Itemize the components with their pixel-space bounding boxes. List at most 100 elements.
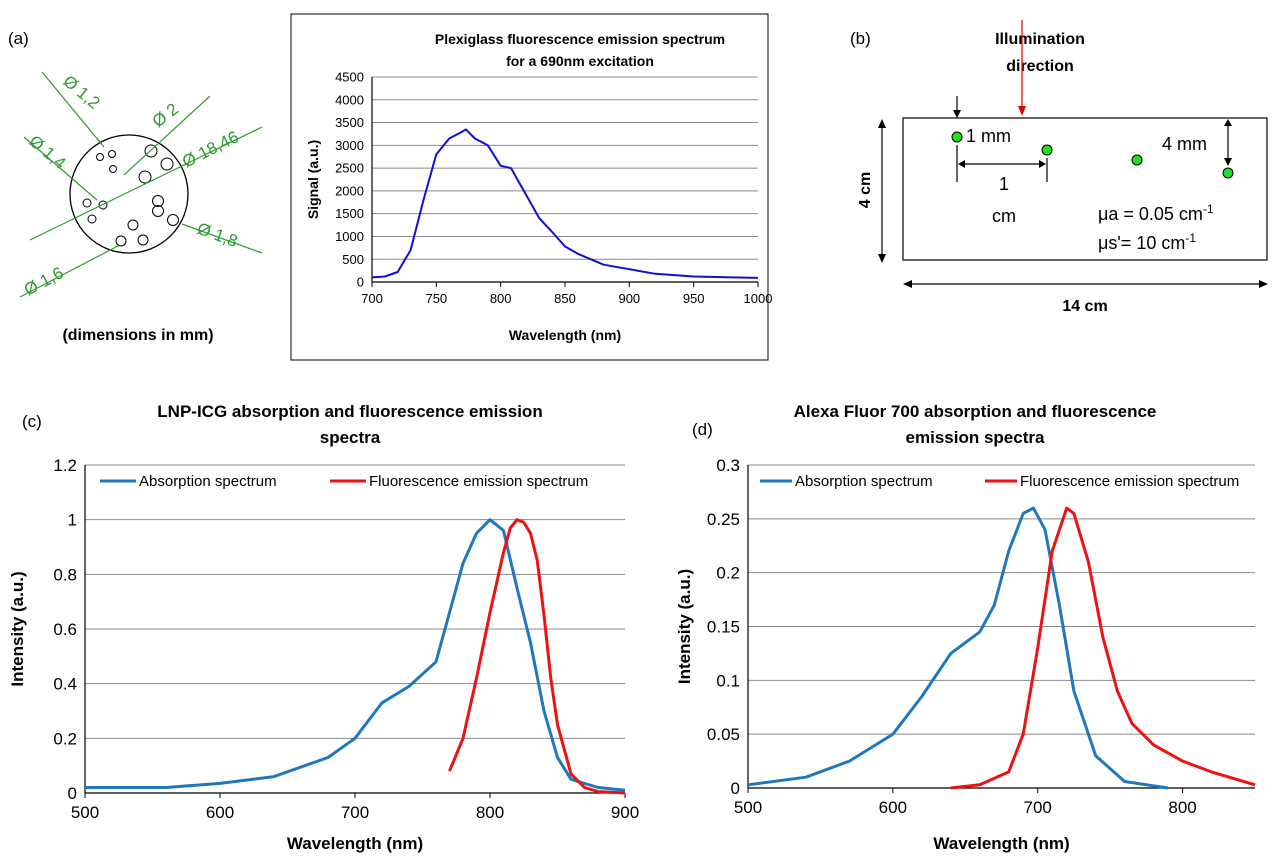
x-tick-label: 1000 — [744, 291, 773, 306]
legend-label: Absorption spectrum — [139, 473, 277, 490]
hole — [152, 205, 164, 217]
hole — [137, 234, 149, 246]
hole — [138, 170, 152, 184]
leader-line — [23, 136, 98, 201]
inclusion-marker — [1131, 154, 1143, 166]
legend-label: Absorption spectrum — [795, 473, 933, 490]
hole — [115, 235, 127, 247]
hole — [152, 195, 164, 207]
illumination-arrowhead — [1018, 106, 1026, 116]
y-tick-label: 0.2 — [716, 564, 740, 583]
hole — [109, 165, 117, 173]
plexiglass-chart: Plexiglass fluorescence emission spectru… — [290, 13, 773, 361]
x-tick-label: 900 — [611, 803, 639, 822]
leader-line — [19, 245, 119, 298]
diameter-label: Ø 1,4 — [25, 132, 69, 173]
dimension-leaders — [19, 71, 263, 298]
hole — [96, 153, 104, 161]
dimension-labels: Ø 1,2 Ø 2 Ø 1,4 Ø 18,46 Ø 1,6 Ø 1,8 — [21, 72, 242, 300]
y-tick-label: 4000 — [335, 92, 364, 107]
absorption-coefficient: μa = 0.05 cm-1 — [1098, 202, 1214, 224]
y-tick-label: 4500 — [335, 70, 364, 85]
panel-a: (a) Ø — [8, 29, 263, 344]
x-axis-label: Wavelength (nm) — [287, 834, 423, 853]
diameter-label: Ø 1,6 — [21, 263, 67, 299]
arrowhead — [1259, 280, 1268, 288]
y-axis-label: Intensity (a.u.) — [8, 571, 27, 686]
x-axis-label: Wavelength (nm) — [509, 327, 621, 343]
hole — [144, 144, 158, 158]
arrowhead — [953, 110, 961, 118]
x-tick-label: 800 — [490, 291, 512, 306]
y-tick-label: 0.6 — [53, 620, 77, 639]
arrowhead — [903, 280, 912, 288]
series-line-emission — [371, 128, 759, 279]
arrowhead — [878, 119, 886, 128]
chart-title: LNP-ICG absorption and fluorescence emis… — [157, 402, 542, 421]
spacing-label: 1 — [999, 174, 1009, 194]
scattering-coefficient: μs'= 10 cm-1 — [1098, 231, 1196, 253]
y-tick-label: 0.3 — [716, 456, 740, 475]
x-tick-label: 800 — [476, 803, 504, 822]
diameter-label: Ø 1,2 — [59, 72, 103, 113]
diameter-label: Ø 1,8 — [195, 219, 241, 251]
panel-b-label: (b) — [850, 29, 871, 48]
x-tick-label: 500 — [71, 803, 99, 822]
hole — [108, 150, 116, 158]
x-tick-label: 600 — [879, 798, 907, 817]
depth-label-4mm: 4 mm — [1162, 134, 1207, 154]
hole — [160, 157, 174, 171]
inclusion-marker — [1041, 144, 1053, 156]
inclusion-marker — [1222, 167, 1234, 179]
x-tick-label: 800 — [1168, 798, 1196, 817]
lnp-icg-chart: LNP-ICG absorption and fluorescence emis… — [8, 402, 639, 853]
illumination-label: Illumination — [995, 31, 1085, 48]
scattering-coefficient-exponent: -1 — [1185, 231, 1196, 245]
x-tick-label: 950 — [683, 291, 705, 306]
y-tick-label: 0 — [68, 784, 77, 803]
phantom-cross-section — [69, 134, 189, 254]
scattering-coefficient-text: μs'= 10 cm — [1098, 233, 1185, 253]
x-tick-label: 700 — [1024, 798, 1052, 817]
inclusion-holes — [82, 144, 179, 247]
arrowhead — [1224, 158, 1232, 166]
y-tick-label: 2000 — [335, 183, 364, 198]
leader-line — [181, 223, 263, 254]
leader-line — [29, 126, 263, 241]
series-line-fluorescence — [448, 518, 626, 795]
arrowhead — [1224, 119, 1232, 126]
y-axis-label: Signal (a.u.) — [305, 140, 321, 219]
x-tick-label: 900 — [618, 291, 640, 306]
x-axis-label: Wavelength (nm) — [933, 834, 1069, 853]
panel-b: (b) Illumination direction — [850, 20, 1268, 315]
panel-d-label: (d) — [692, 420, 713, 439]
x-tick-label: 750 — [425, 291, 447, 306]
x-tick-label: 600 — [206, 803, 234, 822]
y-tick-label: 0.1 — [716, 671, 740, 690]
hole — [87, 214, 97, 224]
x-tick-label: 500 — [734, 798, 762, 817]
y-axis-label: Intensity (a.u.) — [675, 569, 694, 684]
y-tick-label: 1 — [68, 511, 77, 530]
chart-title: Alexa Fluor 700 absorption and fluoresce… — [794, 402, 1157, 421]
y-tick-label: 1.2 — [53, 456, 77, 475]
y-tick-label: 1500 — [335, 206, 364, 221]
illumination-label: direction — [1006, 58, 1074, 75]
depth-label-1mm: 1 mm — [966, 126, 1011, 146]
x-tick-label: 700 — [341, 803, 369, 822]
arrowhead — [1039, 160, 1046, 168]
dimensions-note: (dimensions in mm) — [62, 327, 213, 344]
width-label: 14 cm — [1062, 298, 1107, 315]
alexa-fluor-700-chart: Alexa Fluor 700 absorption and fluoresce… — [675, 402, 1256, 853]
series-line-fluorescence — [950, 506, 1256, 790]
y-tick-label: 0.2 — [53, 729, 77, 748]
y-tick-label: 500 — [342, 252, 364, 267]
y-tick-label: 0.15 — [707, 617, 740, 636]
fluorescent-inclusions — [951, 131, 1234, 179]
absorption-coefficient-text: μa = 0.05 cm — [1098, 204, 1203, 224]
hole — [82, 198, 92, 208]
spacing-label: cm — [992, 206, 1016, 226]
y-tick-label: 0.4 — [53, 675, 77, 694]
series-line-absorption — [85, 518, 626, 792]
